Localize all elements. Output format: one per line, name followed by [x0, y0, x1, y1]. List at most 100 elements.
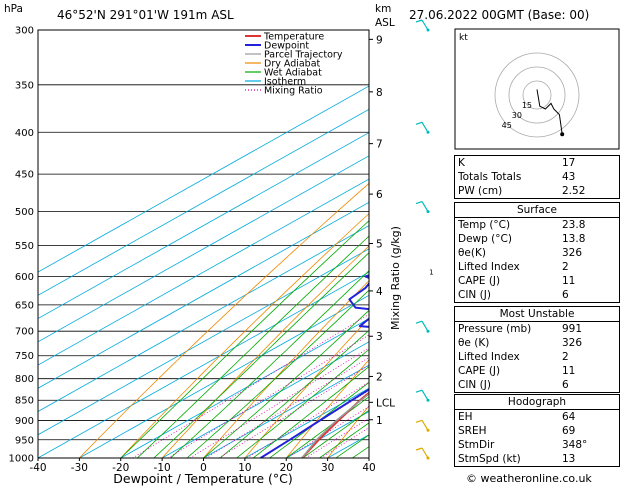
- pressure-tick-label: 850: [15, 396, 34, 407]
- legend-entry: Dewpoint: [264, 41, 309, 52]
- dry-adiabat-line: [203, 280, 369, 458]
- km-tick-label: 3: [376, 331, 383, 343]
- wind-barb-flag: [415, 389, 423, 393]
- pressure-tick-label: 600: [15, 272, 34, 283]
- most-unstable-table: Most Unstable Pressure (mb) 991 θe (K) 326…: [454, 306, 620, 393]
- most-unstable-row: CIN (J) 6: [458, 379, 569, 391]
- hodograph-title: Hodograph: [455, 395, 619, 410]
- wet-adiabat-line: [269, 381, 369, 458]
- km-tick-label: 8: [376, 87, 383, 99]
- legend-entry: Isotherm: [264, 77, 306, 88]
- pressure-tick-label: 1000: [9, 454, 34, 465]
- axes: 3003504004505005506006507007508008509009…: [9, 26, 396, 475]
- hpa-unit-label: hPa: [4, 3, 23, 15]
- pressure-tick-label: 750: [15, 351, 34, 362]
- x-tick-label: 20: [280, 462, 293, 474]
- most-unstable-row: θe (K) 326: [458, 337, 583, 349]
- isotherm-line: [38, 271, 369, 458]
- wet-adiabat-line: [219, 329, 369, 458]
- km-unit-label: km: [375, 3, 391, 15]
- wind-barb-flag: [415, 419, 423, 423]
- km-tick-label: 1: [376, 415, 383, 427]
- most-unstable-row: Lifted Index 2: [458, 351, 569, 363]
- wind-barbs: [415, 19, 430, 460]
- legend-entry: Temperature: [263, 32, 324, 43]
- isotherm-line: [38, 178, 369, 366]
- x-tick-label: -30: [71, 462, 88, 474]
- mixing-ratio-line: [218, 364, 369, 458]
- hodograph-trace: [536, 89, 563, 135]
- isotherm-line: [38, 248, 369, 436]
- x-tick-label: 30: [321, 462, 334, 474]
- wind-barb-flag: [415, 201, 423, 205]
- surface-row: Dewp (°C) 13.8: [458, 233, 586, 245]
- wind-barb-staff: [421, 389, 429, 401]
- wind-barb-base: [426, 130, 430, 134]
- wind-barb-base: [426, 210, 430, 214]
- index-row: Totals Totals 43: [458, 171, 576, 183]
- hodograph-ring: [508, 66, 566, 124]
- hodograph-row: EH 64: [458, 411, 576, 423]
- pressure-tick-label: 450: [15, 170, 34, 181]
- wet-adiabat-line: [120, 220, 369, 458]
- legend-entry: Parcel Trajectory: [264, 50, 343, 61]
- dry-adiabat-line: [285, 359, 369, 458]
- isotherm-line: [38, 155, 369, 343]
- x-tick-label: -40: [29, 462, 46, 474]
- km-tick-label: 2: [376, 371, 383, 383]
- hodograph-row: StmSpd (kt) 13: [458, 453, 576, 465]
- x-tick-label: -20: [112, 462, 129, 474]
- indices-table: K 17 Totals Totals 43 PW (cm) 2.52: [454, 155, 620, 199]
- wind-barb-staff: [421, 419, 429, 431]
- legend-entry: Dry Adiabat: [264, 59, 321, 70]
- hodograph-ring-label: 30: [512, 111, 522, 120]
- hodograph-ring-label: 45: [502, 121, 512, 130]
- wet-adiabat-line: [170, 270, 369, 458]
- mixing-ratio-line: [132, 313, 369, 458]
- legend-entry: Wet Adiabat: [264, 68, 322, 79]
- wind-barb-flag: [415, 121, 423, 125]
- hodograph-ring: [494, 52, 580, 138]
- km-tick-label: 9: [376, 34, 383, 46]
- dry-adiabat-line: [161, 245, 369, 458]
- pressure-tick-label: 650: [15, 300, 34, 311]
- dry-adiabat-line: [244, 317, 369, 458]
- hodograph-table: Hodograph EH 64 SREH 69 StmDir 348° StmSpd …: [454, 394, 620, 467]
- hodograph-row: StmDir 348°: [458, 439, 588, 451]
- index-row: K 17: [458, 157, 576, 169]
- wind-barb-flag: [415, 19, 423, 23]
- wet-adiabat-line: [137, 235, 369, 458]
- surface-row: Temp (°C) 23.8: [458, 219, 586, 231]
- asl-unit-label: ASL: [375, 17, 395, 29]
- pressure-tick-label: 550: [15, 241, 34, 252]
- copyright-label: © weatheronline.co.uk: [466, 472, 592, 485]
- wind-barb-base: [426, 428, 430, 432]
- km-tick-label: LCL: [376, 397, 395, 409]
- x-tick-label: 0: [200, 462, 207, 474]
- x-tick-label: 40: [362, 462, 375, 474]
- pressure-tick-label: 400: [15, 128, 34, 139]
- wind-barb-staff: [421, 447, 429, 459]
- pressure-tick-label: 950: [15, 435, 34, 446]
- legend-entry: Mixing Ratio: [264, 86, 323, 97]
- surface-row: Lifted Index 2: [458, 261, 569, 273]
- pressure-tick-label: 900: [15, 416, 34, 427]
- km-tick-label: 4: [376, 286, 383, 298]
- most-unstable-row: Pressure (mb) 991: [458, 323, 583, 335]
- surface-row: CIN (J) 6: [458, 289, 569, 301]
- pressure-tick-label: 350: [15, 80, 34, 91]
- hodograph-ring: [522, 80, 552, 110]
- pressure-tick-label: 700: [15, 327, 34, 338]
- isotherm-line: [38, 85, 369, 273]
- isotherm-line: [38, 108, 369, 296]
- parcel-trajectory-line: [301, 392, 369, 458]
- datetime-label: 27.06.2022 00GMT (Base: 00): [409, 8, 589, 22]
- location-label: 46°52'N 291°01'W 191m ASL: [57, 8, 234, 22]
- wind-barb-base: [426, 398, 430, 402]
- isotherm-line: [79, 294, 369, 458]
- isotherm-line: [203, 364, 369, 458]
- pressure-tick-label: 800: [15, 374, 34, 385]
- x-axis-title: Dewpoint / Temperature (°C): [113, 471, 292, 486]
